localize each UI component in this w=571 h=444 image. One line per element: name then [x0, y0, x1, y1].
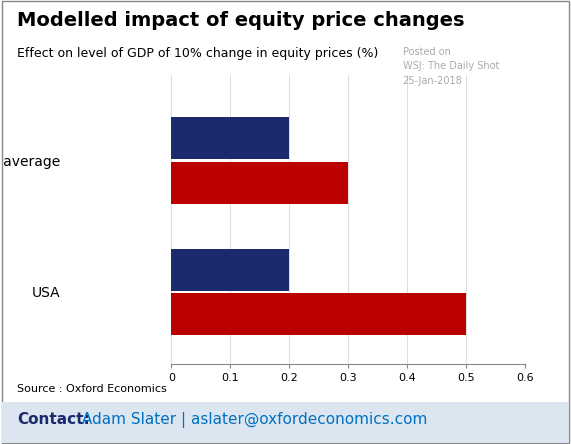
Text: Posted on: Posted on: [403, 47, 451, 57]
Bar: [171, 249, 289, 291]
Bar: [171, 118, 289, 159]
Text: Source : Oxford Economics: Source : Oxford Economics: [17, 384, 167, 394]
Bar: [171, 293, 467, 335]
Bar: [171, 162, 348, 204]
Text: WSJ: The Daily Shot: WSJ: The Daily Shot: [403, 61, 499, 71]
Text: Adam Slater | aslater@oxfordeconomics.com: Adam Slater | aslater@oxfordeconomics.co…: [77, 412, 428, 428]
Text: Modelled impact of equity price changes: Modelled impact of equity price changes: [17, 11, 465, 30]
Text: Contact:: Contact:: [17, 412, 90, 427]
Text: 25-Jan-2018: 25-Jan-2018: [403, 76, 463, 86]
Text: Effect on level of GDP of 10% change in equity prices (%): Effect on level of GDP of 10% change in …: [17, 47, 379, 59]
